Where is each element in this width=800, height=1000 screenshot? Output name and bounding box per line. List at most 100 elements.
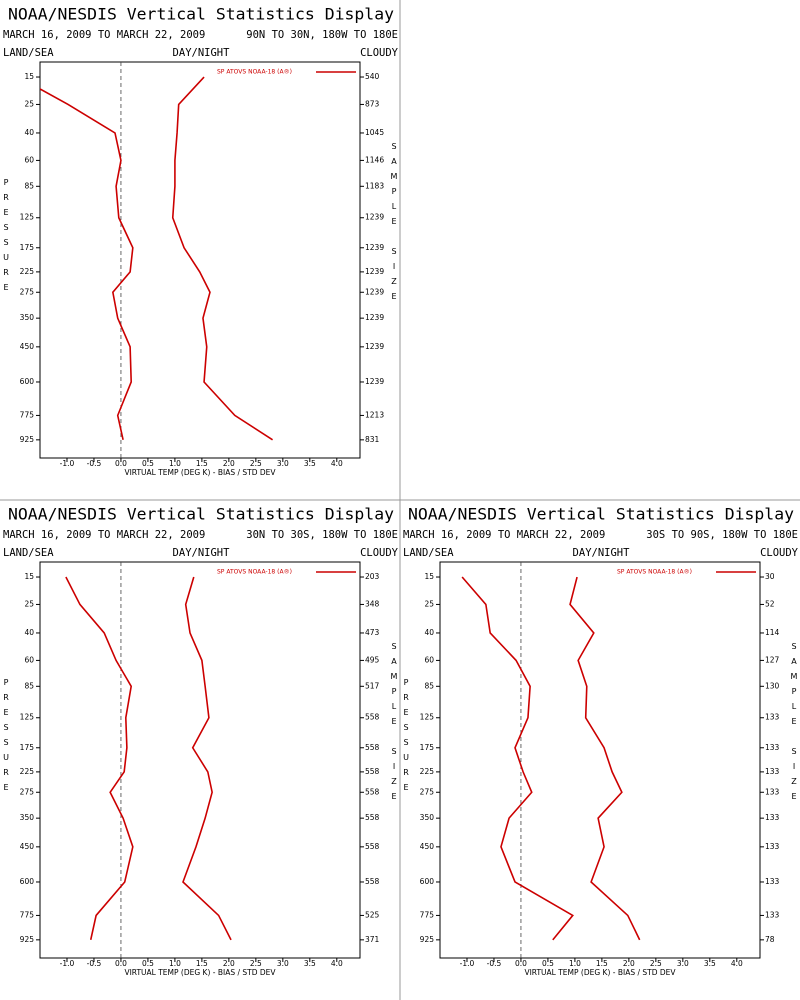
chart-title: NOAA/NESDIS Vertical Statistics Display [8, 5, 394, 24]
land-sea: LAND/SEA [3, 47, 54, 59]
sample-size-label: 558 [365, 813, 380, 822]
y-tick-label: 925 [20, 935, 35, 944]
sample-size-label: 525 [365, 910, 380, 919]
chart-title: NOAA/NESDIS Vertical Statistics Display [408, 505, 794, 524]
y-tick-label: 775 [20, 910, 35, 919]
x-tick-label: 0.5 [142, 459, 154, 468]
sample-size-label: 78 [765, 935, 775, 944]
x-tick-label: 0.0 [115, 459, 127, 468]
sample-size-label: 1045 [365, 128, 384, 137]
sample-size-label: 133 [765, 813, 780, 822]
y-axis-title: PRESSURE [2, 678, 11, 798]
day-night: DAY/NIGHT [173, 547, 231, 559]
sample-size-label: 558 [365, 842, 380, 851]
y-tick-label: 60 [424, 655, 434, 664]
date-range: MARCH 16, 2009 TO MARCH 22, 2009 [3, 29, 205, 41]
cloudy: CLOUDY [360, 547, 399, 559]
sample-size-title: SAMPLE SIZE [790, 642, 799, 807]
y-tick-label: 925 [420, 935, 435, 944]
sample-size-label: 1239 [365, 267, 384, 276]
sample-size-title: SAMPLE SIZE [390, 642, 399, 807]
y-tick-label: 600 [20, 377, 35, 386]
sample-size-label: 133 [765, 713, 780, 722]
x-tick-label: 2.0 [623, 959, 635, 968]
y-tick-label: 85 [424, 681, 434, 690]
y-tick-label: 15 [24, 72, 34, 81]
y-tick-label: 925 [20, 435, 35, 444]
x-tick-label: 0.0 [115, 959, 127, 968]
panel: NOAA/NESDIS Vertical Statistics Display M… [402, 505, 799, 978]
cloudy: CLOUDY [760, 547, 799, 559]
sample-size-label: 133 [765, 842, 780, 851]
sample-size-label: 558 [365, 787, 380, 796]
series-line [182, 576, 232, 941]
sample-size-label: 1183 [365, 181, 384, 190]
day-night: DAY/NIGHT [173, 47, 231, 59]
legend-label: SP ATOVS NOAA-18 (A®) [217, 69, 292, 76]
date-range: MARCH 16, 2009 TO MARCH 22, 2009 [3, 529, 205, 541]
y-tick-label: 350 [420, 813, 435, 822]
y-tick-label: 775 [20, 410, 35, 419]
land-sea: LAND/SEA [403, 547, 454, 559]
x-tick-label: 1.5 [196, 459, 208, 468]
sample-size-label: 558 [365, 713, 380, 722]
y-tick-label: 60 [24, 155, 34, 164]
x-tick-label: -1.0 [60, 459, 75, 468]
sample-size-label: 348 [365, 599, 380, 608]
y-axis-title: PRESSURE [2, 178, 11, 298]
sample-size-label: 1239 [365, 377, 384, 386]
sample-size-label: 540 [365, 72, 380, 81]
y-axis-title: PRESSURE [402, 678, 411, 798]
x-axis-title: VIRTUAL TEMP (DEG K) - BIAS / STD DEV [124, 968, 276, 977]
x-tick-label: 4.0 [731, 959, 743, 968]
x-tick-label: 1.0 [569, 959, 581, 968]
y-tick-label: 225 [20, 267, 35, 276]
sample-size-label: 133 [765, 877, 780, 886]
y-tick-label: 350 [20, 313, 35, 322]
y-tick-label: 225 [420, 767, 435, 776]
x-tick-label: -1.0 [60, 959, 75, 968]
x-tick-label: -1.0 [460, 959, 475, 968]
sample-size-label: 1239 [365, 213, 384, 222]
series-line [65, 576, 134, 941]
sample-size-label: 203 [365, 572, 380, 581]
sample-size-label: 831 [365, 435, 380, 444]
sample-size-label: 1146 [365, 155, 384, 164]
sample-size-label: 130 [765, 681, 780, 690]
y-tick-label: 175 [20, 243, 35, 252]
x-tick-label: 4.0 [331, 459, 343, 468]
y-tick-label: 125 [20, 213, 35, 222]
sample-size-label: 1239 [365, 287, 384, 296]
y-tick-label: 225 [20, 767, 35, 776]
x-tick-label: 0.5 [542, 959, 554, 968]
series-line [461, 576, 574, 941]
date-range: MARCH 16, 2009 TO MARCH 22, 2009 [403, 529, 605, 541]
land-sea: LAND/SEA [3, 547, 54, 559]
y-tick-label: 450 [20, 342, 35, 351]
x-axis-title: VIRTUAL TEMP (DEG K) - BIAS / STD DEV [524, 968, 676, 977]
x-tick-label: 3.5 [704, 959, 716, 968]
x-tick-label: -0.5 [87, 959, 102, 968]
sample-size-label: 558 [365, 877, 380, 886]
y-tick-label: 125 [20, 713, 35, 722]
sample-size-label: 873 [365, 99, 380, 108]
sample-size-label: 133 [765, 910, 780, 919]
x-tick-label: 3.0 [677, 959, 689, 968]
x-tick-label: 1.0 [169, 459, 181, 468]
sample-size-label: 1239 [365, 342, 384, 351]
x-tick-label: 2.5 [250, 459, 262, 468]
x-tick-label: 2.0 [223, 459, 235, 468]
y-tick-label: 600 [420, 877, 435, 886]
x-tick-label: 3.5 [304, 459, 316, 468]
sample-size-label: 52 [765, 599, 775, 608]
region: 30S TO 90S, 180W TO 180E [646, 529, 798, 541]
sample-size-label: 371 [365, 935, 380, 944]
cloudy: CLOUDY [360, 47, 399, 59]
series-line [40, 88, 134, 441]
y-tick-label: 175 [420, 743, 435, 752]
sample-size-label: 133 [765, 743, 780, 752]
sample-size-label: 495 [365, 655, 380, 664]
x-tick-label: 2.0 [223, 959, 235, 968]
y-tick-label: 275 [20, 287, 35, 296]
